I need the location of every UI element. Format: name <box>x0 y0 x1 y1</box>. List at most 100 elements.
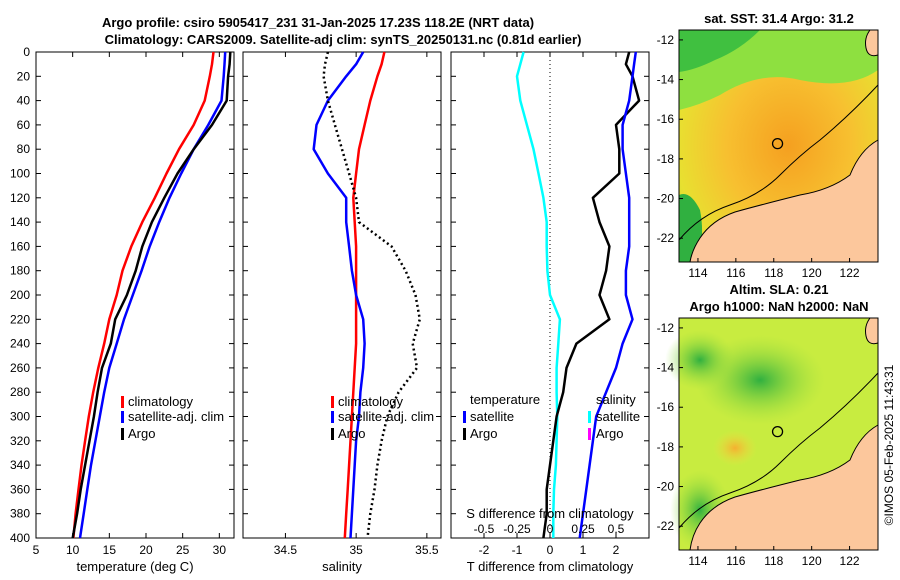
salinity-difference-ticks: -0.5 -0.25 0 0.25 0.5 <box>474 522 625 536</box>
temperature-xlabel: temperature (deg C) <box>76 559 193 574</box>
difference-legend-temperature: temperature satellite Argo <box>463 392 540 441</box>
y-tick-label: 200 <box>10 288 30 302</box>
legend-label-temperature-argo: Argo <box>470 426 497 441</box>
y-tick-label: 240 <box>10 337 30 351</box>
x-tick-label: 5 <box>33 543 40 557</box>
y-tick-label: 180 <box>10 264 30 278</box>
x-tick-label: 30 <box>213 543 227 557</box>
difference-xlabel-top: S difference from climatology <box>466 506 634 521</box>
x-tick-label: -1 <box>512 543 523 557</box>
x-tick-label: 0 <box>547 543 554 557</box>
y-tick-label: 300 <box>10 410 30 424</box>
y-tick-label: 160 <box>10 239 30 253</box>
top-tick-label: 0 <box>547 522 554 536</box>
temperature-axes-frame <box>35 51 235 539</box>
y-tick-label: 400 <box>10 531 30 545</box>
map-x-tick-label: 120 <box>802 266 822 280</box>
salinity-series <box>312 51 422 539</box>
x-tick-label: 10 <box>66 543 80 557</box>
x-tick-label: 15 <box>103 543 117 557</box>
map-x-tick-label: 120 <box>802 554 822 568</box>
y-tick-label: 360 <box>10 482 30 496</box>
sla-depth-contour <box>678 372 879 529</box>
x-tick-label: 34.5 <box>274 543 298 557</box>
map-y-tick-label: -18 <box>657 152 675 166</box>
series-line-argo <box>71 51 232 539</box>
sla-land-north <box>865 317 879 345</box>
sla-map-field <box>665 317 879 551</box>
sst-green-patch-north <box>679 30 760 72</box>
map-y-tick-label: -22 <box>657 231 675 245</box>
legend-swatch-argo <box>331 428 334 440</box>
x-tick-label: 20 <box>139 543 153 557</box>
salinity-ticks: 34.5 35 35.5 <box>243 51 441 557</box>
y-tick-label: 0 <box>23 45 30 59</box>
sst-land-north <box>865 29 879 57</box>
map-y-tick-label: -12 <box>657 321 675 335</box>
difference-ticks: -2 -1 0 1 2 <box>451 51 649 557</box>
map-y-tick-label: -16 <box>657 112 675 126</box>
map-y-tick-label: -14 <box>657 73 675 87</box>
map-y-tick-label: -20 <box>657 480 675 494</box>
top-tick-label: 0.25 <box>571 522 595 536</box>
x-tick-label: 25 <box>176 543 190 557</box>
salinity-panel: 34.5 35 35.5 climatology satellite-adj. cl… <box>242 51 442 574</box>
legend-label-satellite: satellite-adj. clim <box>128 409 224 424</box>
legend-swatch-salinity-argo <box>588 428 591 440</box>
map-x-tick-label: 114 <box>688 554 707 568</box>
legend-label-argo: Argo <box>338 426 365 441</box>
series-line-argo <box>322 51 422 539</box>
sla-argo-marker <box>771 425 784 438</box>
temperature-legend: climatology satellite-adj. clim Argo <box>121 394 224 441</box>
x-tick-label: 35.5 <box>415 543 439 557</box>
map-x-tick-label: 116 <box>726 554 745 568</box>
top-tick-label: 0.5 <box>608 522 625 536</box>
sla-map-title-2: Argo h1000: NaN h2000: NaN <box>689 299 868 314</box>
difference-xlabel: T difference from climatology <box>467 559 634 574</box>
map-y-tick-label: -12 <box>657 33 675 47</box>
y-tick-label: 40 <box>17 94 31 108</box>
sst-map-ticks: 114 116 118 120 122 -12 -14 -16 -18 -20 -22 <box>657 33 860 280</box>
sla-map-frame <box>678 317 879 551</box>
temperature-panel: 5 10 15 20 25 3002040608010012014016018020022… <box>10 45 235 574</box>
map-y-tick-label: -14 <box>657 361 675 375</box>
legend-swatch-climatology <box>121 396 124 408</box>
series-line-climatology <box>343 51 386 539</box>
map-x-tick-label: 116 <box>726 266 745 280</box>
sla-map-ticks: 114 116 118 120 122 -12 -14 -16 -18 -20 -22 <box>657 321 860 568</box>
difference-panel: -2 -1 0 1 2 temperature satellite Argo salin… <box>450 51 650 574</box>
sst-map-frame <box>678 29 879 263</box>
y-tick-label: 280 <box>10 385 30 399</box>
top-tick-label: -0.25 <box>503 522 531 536</box>
map-y-tick-label: -18 <box>657 440 675 454</box>
y-tick-label: 380 <box>10 507 30 521</box>
map-x-tick-label: 118 <box>764 266 783 280</box>
y-tick-label: 20 <box>17 69 31 83</box>
y-tick-label: 340 <box>10 458 30 472</box>
legend-label-climatology: climatology <box>128 394 194 409</box>
map-x-tick-label: 114 <box>688 266 707 280</box>
sst-map: sat. SST: 31.4 Argo: 31.2 114 116 118 120 12… <box>657 11 879 280</box>
legend-heading-salinity: salinity <box>596 392 636 407</box>
series-line-satellite-adj-clim <box>312 51 366 539</box>
sst-depth-contour <box>678 84 879 241</box>
series-line-climatology <box>72 51 215 539</box>
series-line-salinity-satellite <box>578 51 638 539</box>
legend-swatch-salinity-satellite <box>588 411 591 423</box>
series-line-temperature-satellite <box>515 51 562 538</box>
x-tick-label: 2 <box>613 543 620 557</box>
imos-timestamp: ©IMOS 05-Feb-2025 11:43:31 <box>882 364 896 525</box>
legend-swatch-argo <box>121 428 124 440</box>
legend-swatch-climatology <box>331 396 334 408</box>
map-x-tick-label: 122 <box>840 554 860 568</box>
map-x-tick-label: 118 <box>764 554 783 568</box>
legend-label-climatology: climatology <box>338 394 404 409</box>
legend-label-satellite: satellite-adj. clim <box>338 409 434 424</box>
sst-map-field <box>678 29 879 263</box>
top-tick-label: -0.5 <box>474 522 495 536</box>
y-tick-label: 100 <box>10 167 30 181</box>
series-line-temperature-argo <box>542 51 641 539</box>
series-line-satellite-adj-clim <box>78 51 227 539</box>
y-tick-label: 260 <box>10 361 30 375</box>
